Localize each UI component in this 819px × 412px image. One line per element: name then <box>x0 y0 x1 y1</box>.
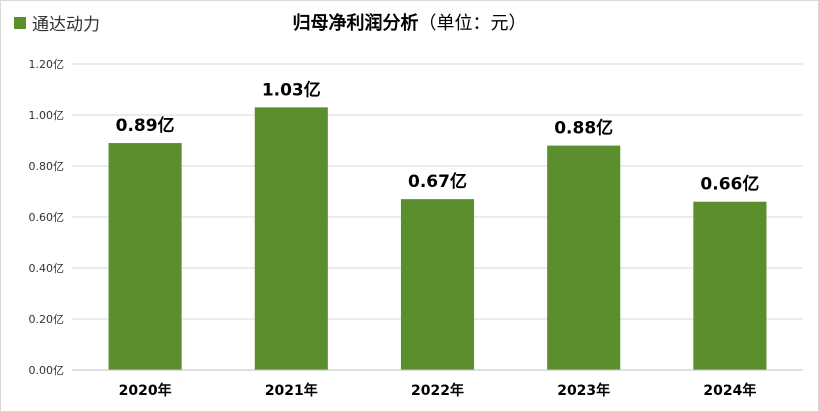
legend: 通达动力 <box>14 10 100 35</box>
y-tick-label: 0.60亿 <box>29 211 65 224</box>
data-label: 0.67亿 <box>408 171 467 192</box>
x-tick-label: 2021年 <box>265 382 318 399</box>
legend-swatch <box>14 16 26 29</box>
x-tick-label: 2024年 <box>703 382 756 399</box>
data-label: 1.03亿 <box>262 79 321 100</box>
chart-title: 归母净利润分析 <box>292 13 419 34</box>
x-tick-label: 2023年 <box>557 382 610 399</box>
y-tick-label: 0.00亿 <box>29 364 65 377</box>
bar <box>693 201 767 370</box>
y-tick-label: 0.80亿 <box>29 160 65 173</box>
x-tick-label: 2022年 <box>411 382 464 399</box>
data-label: 0.89亿 <box>116 115 175 136</box>
bar <box>108 143 182 370</box>
chart-title-block: 归母净利润分析（单位：元） <box>0 9 819 35</box>
chart-subtitle: （单位：元） <box>418 13 527 34</box>
legend-label: 通达动力 <box>32 15 100 35</box>
y-tick-label: 1.20亿 <box>29 58 65 71</box>
y-tick-label: 0.20亿 <box>29 313 65 326</box>
bar <box>400 199 475 370</box>
x-tick-label: 2020年 <box>119 382 172 399</box>
y-tick-label: 1.00亿 <box>29 109 65 122</box>
bar <box>254 107 328 370</box>
y-tick-label: 0.40亿 <box>29 262 65 275</box>
bar <box>547 145 621 370</box>
data-label: 0.66亿 <box>700 174 759 195</box>
data-label: 0.88亿 <box>554 118 613 139</box>
